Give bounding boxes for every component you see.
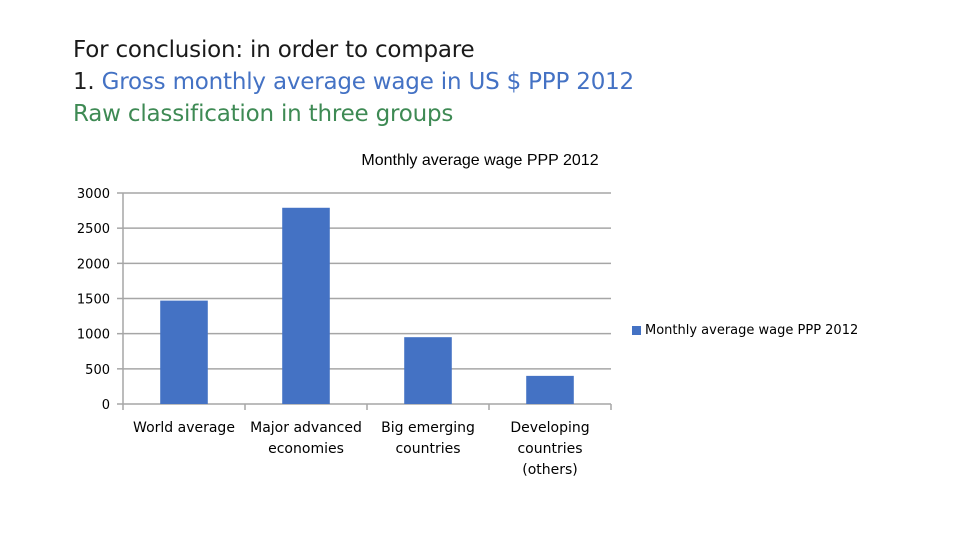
legend-label: Monthly average wage PPP 2012 — [645, 323, 859, 338]
y-tick-label: 1500 — [77, 293, 110, 308]
heading-line-2-prefix: 1. — [73, 69, 102, 95]
y-tick-label: 1000 — [77, 328, 110, 343]
bar — [282, 207, 330, 404]
x-category-label: World average — [133, 420, 235, 436]
y-tick-label: 2000 — [77, 257, 110, 272]
slide-heading: For conclusion: in order to compare 1. G… — [73, 34, 634, 130]
chart-legend: Monthly average wage PPP 2012 — [632, 323, 858, 338]
heading-line-1: For conclusion: in order to compare — [73, 37, 475, 63]
bar — [160, 300, 208, 404]
x-category-label: Major advanced economies — [250, 420, 362, 457]
bar — [526, 375, 574, 404]
y-tick-label: 0 — [102, 398, 110, 413]
x-category-label: Developing countries (others) — [510, 420, 589, 478]
y-tick-label: 2500 — [77, 222, 110, 237]
heading-line-2-accent: Gross monthly average wage in US $ PPP 2… — [101, 69, 635, 95]
legend-swatch — [632, 326, 641, 335]
heading-line-3: Raw classification in three groups — [73, 101, 454, 127]
y-tick-label: 500 — [85, 363, 110, 378]
y-tick-label: 3000 — [77, 187, 110, 202]
heading-line-2: 1. Gross monthly average wage in US $ PP… — [73, 66, 634, 98]
chart-title: Monthly average wage PPP 2012 — [361, 152, 599, 169]
bar — [404, 337, 452, 404]
x-category-label: Big emerging countries — [381, 420, 475, 457]
